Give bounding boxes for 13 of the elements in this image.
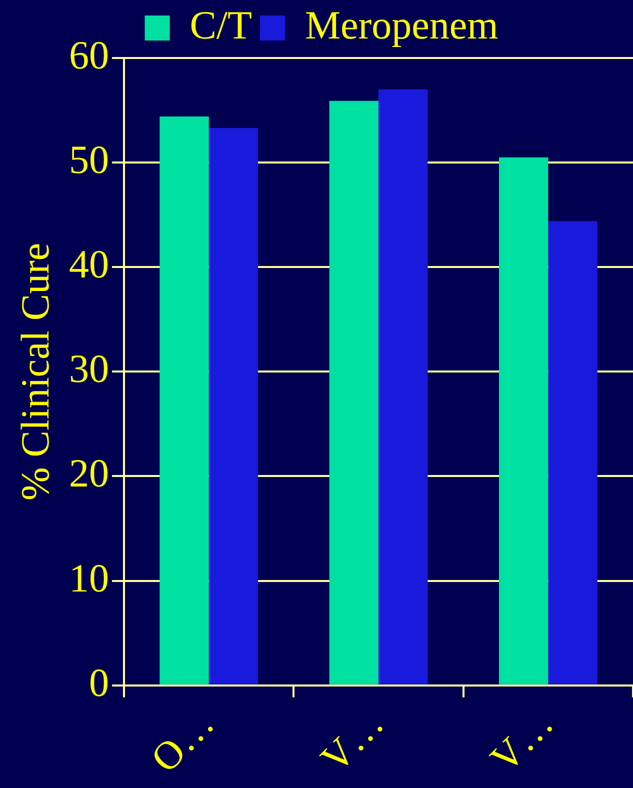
legend-label: Meropenem [304,2,498,48]
y-tick-label: 10 [69,555,109,600]
y-tick-label: 30 [69,346,109,392]
x-tick-label: V… [312,700,392,781]
y-tick-label: 20 [69,450,109,496]
y-tick-label: 40 [69,242,109,287]
legend-label: C/T [190,2,252,48]
y-tick-label: 60 [69,32,109,78]
y-tick-label: 50 [69,137,109,182]
x-tick-label: V… [481,700,562,781]
y-axis-title: % Clinical Cure [12,242,58,501]
x-tick-label: O… [142,700,223,781]
y-tick-label: 0 [89,660,109,705]
